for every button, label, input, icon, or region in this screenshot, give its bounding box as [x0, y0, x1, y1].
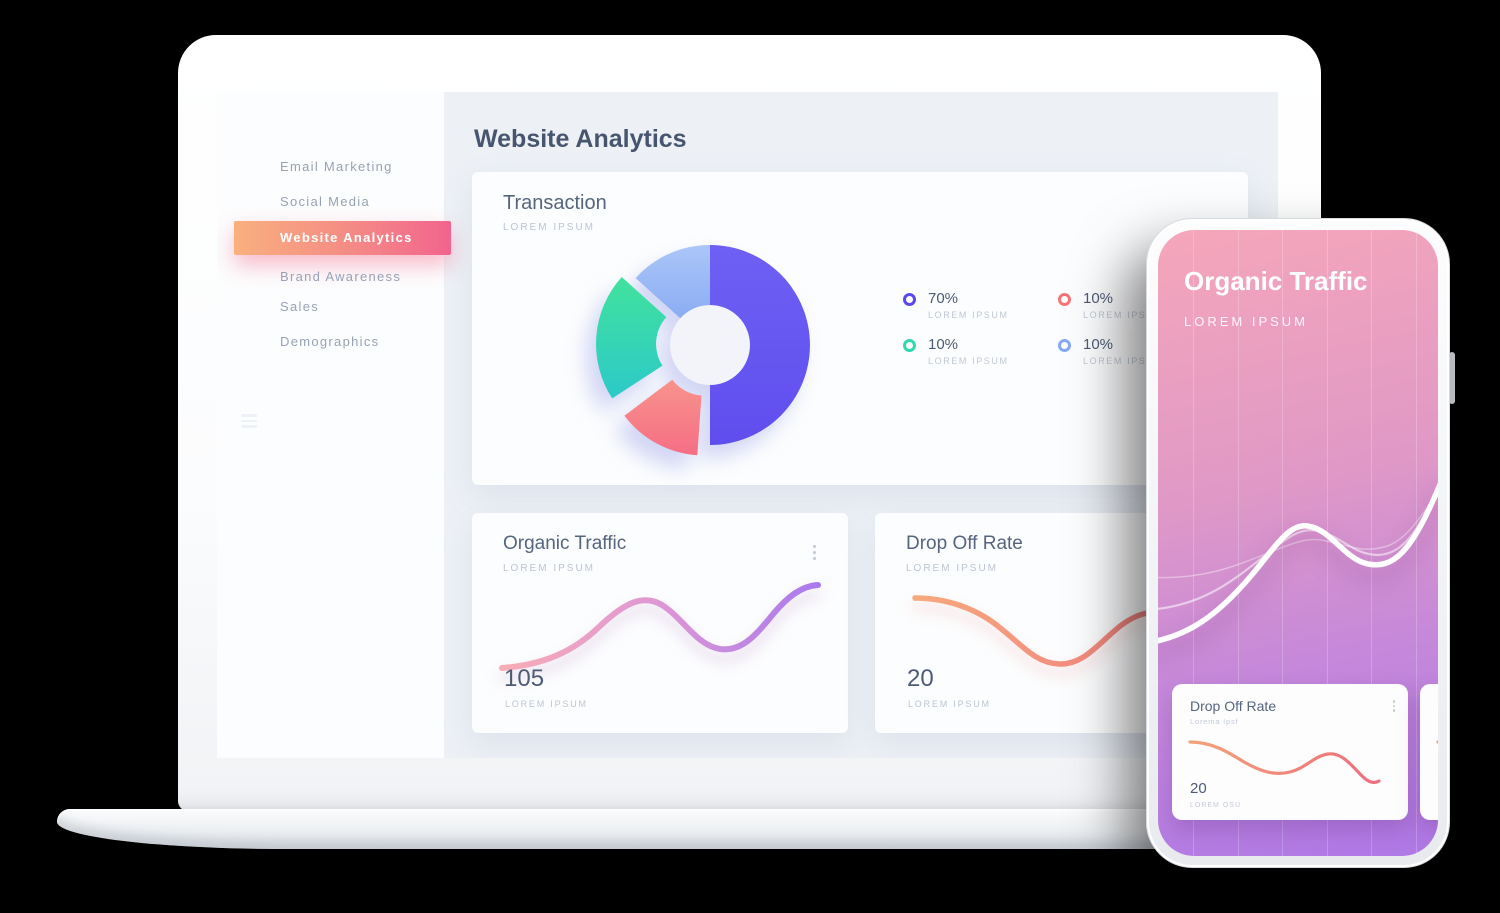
phone-organic-line-chart — [1158, 482, 1438, 644]
kebab-menu-icon[interactable] — [811, 543, 818, 562]
legend-ring-icon — [903, 339, 916, 352]
legend-item: 70% LOREM IPSUM — [903, 290, 1009, 320]
organic-traffic-line-chart — [499, 582, 821, 671]
phone-drop-off-line-chart — [1436, 740, 1438, 744]
organic-card-title: Organic Traffic — [503, 533, 627, 554]
transaction-card-subtitle: LOREM IPSUM — [503, 222, 596, 233]
transaction-donut-chart — [596, 245, 810, 456]
legend-value: 10% — [1083, 290, 1114, 307]
sidebar-item-sales[interactable]: Sales — [280, 299, 320, 314]
phone-side-button — [1449, 352, 1455, 404]
phone-card-title: Drop Off Rate — [1190, 698, 1277, 714]
dropoff-card-value: 20 — [907, 665, 934, 692]
dropoff-card-value-label: LOREM IPSUM — [908, 699, 991, 709]
sidebar-item-website-analytics[interactable]: Website Analytics — [280, 230, 413, 245]
sidebar-item-demographics[interactable]: Demographics — [280, 334, 380, 349]
legend-label: LOREM IPSUM — [1083, 310, 1164, 320]
phone-subtitle: LOREM IPSUM — [1184, 314, 1309, 329]
dashboard-screen: Email Marketing Social Media Website Analy… — [217, 92, 1278, 758]
phone-cards-row: Drop Off Rate Lorema Ipsf 20 LOREM OSU R… — [1172, 684, 1438, 820]
legend-value: 70% — [928, 290, 959, 307]
sidebar-item-brand-awareness[interactable]: Brand Awareness — [280, 269, 402, 284]
transaction-card: Transaction LOREM IPSUM 70% LOREM IPSUM … — [472, 172, 1248, 485]
phone-card-value-label: LOREM OSU — [1190, 802, 1242, 809]
phone-card-value: 20 — [1190, 780, 1207, 797]
transaction-card-title: Transaction — [503, 192, 607, 214]
phone-drop-off-line-chart — [1188, 740, 1381, 784]
sidebar-active-highlight[interactable] — [234, 221, 451, 255]
phone-metric-card: R Lo 4 LO — [1420, 684, 1438, 820]
legend-item: 10% LOREM IPSUM — [903, 336, 1009, 366]
hamburger-menu-icon[interactable] — [241, 414, 257, 431]
dropoff-card-title: Drop Off Rate — [906, 533, 1023, 554]
phone-metric-card: Drop Off Rate Lorema Ipsf 20 LOREM OSU — [1172, 684, 1408, 820]
legend-ring-icon — [903, 293, 916, 306]
legend-value: 10% — [1083, 336, 1114, 353]
legend-ring-icon — [1058, 339, 1071, 352]
legend-label: LOREM IPSUM — [928, 356, 1009, 366]
sidebar: Email Marketing Social Media Website Analy… — [217, 92, 451, 758]
legend-label: LOREM IPSUM — [1083, 356, 1164, 366]
organic-card-value-label: LOREM IPSUM — [505, 699, 588, 709]
organic-card-value: 105 — [504, 665, 545, 692]
phone-frame: Organic Traffic LOREM IPSUM Drop Off Rat… — [1146, 218, 1450, 868]
dropoff-card-subtitle: LOREM IPSUM — [906, 563, 999, 574]
organic-card-subtitle: LOREM IPSUM — [503, 563, 596, 574]
organic-traffic-card: Organic Traffic LOREM IPSUM 105 LOREM IP… — [472, 513, 848, 733]
legend-label: LOREM IPSUM — [928, 310, 1009, 320]
legend-item: 10% LOREM IPSUM — [1058, 336, 1164, 366]
sidebar-item-social-media[interactable]: Social Media — [280, 194, 371, 209]
phone-title: Organic Traffic — [1184, 266, 1368, 296]
legend-ring-icon — [1058, 293, 1071, 306]
legend-value: 10% — [928, 336, 959, 353]
phone-card-subtitle: Lorema Ipsf — [1190, 717, 1239, 726]
kebab-menu-icon[interactable] — [1392, 700, 1395, 712]
legend-item: 10% LOREM IPSUM — [1058, 290, 1164, 320]
phone-screen: Organic Traffic LOREM IPSUM Drop Off Rat… — [1158, 230, 1438, 856]
page-title: Website Analytics — [474, 125, 687, 153]
sidebar-item-email-marketing[interactable]: Email Marketing — [280, 159, 393, 174]
